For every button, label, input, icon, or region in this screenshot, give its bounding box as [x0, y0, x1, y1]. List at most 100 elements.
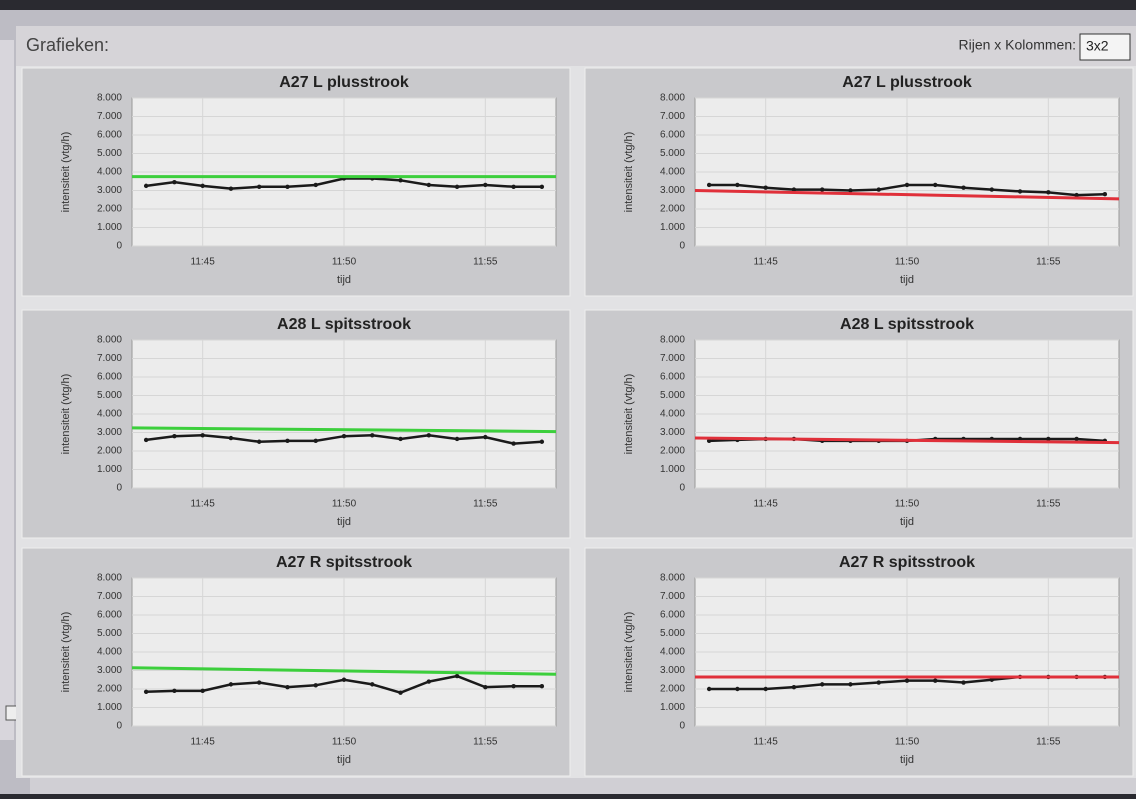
data-point [229, 682, 233, 686]
data-point [314, 439, 318, 443]
y-tick-label: 8.000 [97, 335, 122, 346]
x-axis-label: tijd [900, 516, 914, 528]
data-point [398, 691, 402, 695]
x-tick-label: 11:50 [332, 499, 357, 510]
chart-title: A28 L spitsstrook [840, 316, 974, 333]
data-point [933, 183, 937, 187]
x-tick-label: 11:45 [754, 257, 779, 268]
data-point [144, 690, 148, 694]
y-tick-label: 5.000 [660, 628, 685, 639]
y-tick-label: 3.000 [97, 665, 122, 676]
chart: A27 L plusstrook01.0002.0003.0004.0005.0… [585, 68, 1133, 296]
data-point [370, 682, 374, 686]
x-tick-label: 11:45 [191, 737, 216, 748]
data-point [314, 183, 318, 187]
x-tick-label: 11:55 [473, 499, 498, 510]
y-tick-label: 3.000 [660, 427, 685, 438]
data-point [285, 185, 289, 189]
y-tick-label: 5.000 [97, 390, 122, 401]
chart-title: A27 L plusstrook [279, 74, 409, 91]
y-tick-label: 0 [679, 483, 685, 494]
data-point [848, 682, 852, 686]
y-tick-label: 4.000 [660, 409, 685, 420]
data-point [735, 183, 739, 187]
data-point [933, 678, 937, 682]
data-point [314, 683, 318, 687]
data-point [257, 440, 261, 444]
y-tick-label: 6.000 [660, 372, 685, 383]
data-point [763, 687, 767, 691]
x-tick-label: 11:45 [191, 499, 216, 510]
y-tick-label: 7.000 [97, 353, 122, 364]
y-axis-label: intensiteit (vtg/h) [60, 132, 72, 213]
x-tick-label: 11:55 [1036, 257, 1061, 268]
y-tick-label: 6.000 [660, 130, 685, 141]
data-point [877, 187, 881, 191]
y-tick-label: 8.000 [97, 573, 122, 584]
y-tick-label: 2.000 [97, 204, 122, 215]
data-point [877, 680, 881, 684]
y-axis-label: intensiteit (vtg/h) [623, 132, 635, 213]
data-point [200, 689, 204, 693]
y-tick-label: 0 [679, 721, 685, 732]
y-tick-label: 8.000 [660, 335, 685, 346]
y-tick-label: 4.000 [660, 647, 685, 658]
y-tick-label: 1.000 [660, 464, 685, 475]
y-axis-label: intensiteit (vtg/h) [623, 374, 635, 455]
x-tick-label: 11:50 [895, 737, 920, 748]
y-tick-label: 2.000 [660, 204, 685, 215]
data-point [540, 185, 544, 189]
y-tick-label: 7.000 [660, 111, 685, 122]
data-point [427, 679, 431, 683]
data-point [455, 437, 459, 441]
y-tick-label: 7.000 [97, 591, 122, 602]
chart: A28 L spitsstrook01.0002.0003.0004.0005.… [585, 310, 1133, 538]
data-point [707, 183, 711, 187]
data-point [398, 178, 402, 182]
data-point [144, 184, 148, 188]
y-tick-label: 7.000 [660, 591, 685, 602]
chart-title: A27 R spitsstrook [276, 554, 412, 571]
data-point [1018, 189, 1022, 193]
y-tick-label: 8.000 [660, 573, 685, 584]
y-tick-label: 4.000 [97, 167, 122, 178]
chart: A28 L spitsstrook01.0002.0003.0004.0005.… [22, 310, 570, 538]
data-point [961, 186, 965, 190]
data-point [820, 187, 824, 191]
chart: A27 R spitsstrook01.0002.0003.0004.0005.… [22, 548, 570, 776]
data-point [905, 678, 909, 682]
y-tick-label: 6.000 [97, 130, 122, 141]
y-axis-label: intensiteit (vtg/h) [623, 612, 635, 693]
y-tick-label: 8.000 [660, 93, 685, 104]
data-point [707, 687, 711, 691]
y-tick-label: 3.000 [97, 427, 122, 438]
y-tick-label: 7.000 [97, 111, 122, 122]
data-point [285, 685, 289, 689]
y-tick-label: 5.000 [660, 390, 685, 401]
data-point [200, 184, 204, 188]
x-tick-label: 11:45 [191, 257, 216, 268]
y-tick-label: 4.000 [660, 167, 685, 178]
data-point [342, 434, 346, 438]
y-axis-label: intensiteit (vtg/h) [60, 612, 72, 693]
data-point [735, 687, 739, 691]
layout-value[interactable]: 3x2 [1086, 38, 1109, 54]
layout-label: Rijen x Kolommen: [959, 37, 1077, 53]
chart: A27 L plusstrook01.0002.0003.0004.0005.0… [22, 68, 570, 296]
y-tick-label: 2.000 [97, 446, 122, 457]
data-point [540, 440, 544, 444]
data-point [1103, 192, 1107, 196]
chart-title: A27 R spitsstrook [839, 554, 975, 571]
data-point [483, 183, 487, 187]
y-tick-label: 0 [116, 721, 122, 732]
y-tick-label: 3.000 [660, 185, 685, 196]
x-axis-label: tijd [337, 516, 351, 528]
status-bar [30, 778, 1136, 794]
data-point [370, 433, 374, 437]
x-tick-label: 11:50 [332, 737, 357, 748]
data-point [961, 680, 965, 684]
y-tick-label: 7.000 [660, 353, 685, 364]
y-tick-label: 1.000 [660, 702, 685, 713]
side-panel [0, 40, 14, 740]
screen: Grafieken: Rijen x Kolommen: 3x2 A27 L p… [0, 0, 1136, 794]
